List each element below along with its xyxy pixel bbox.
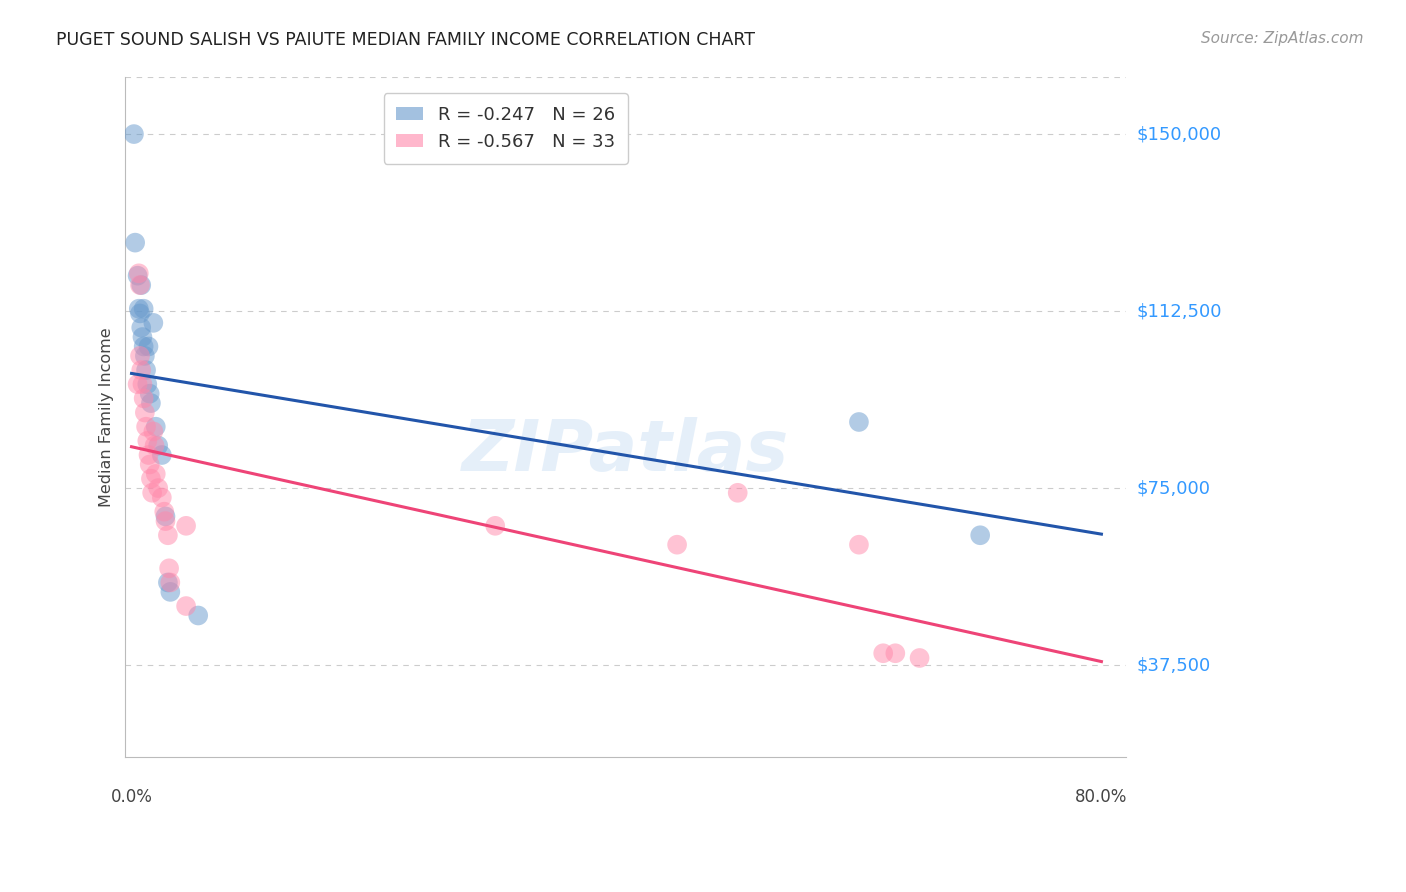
Point [141,485,163,500]
Text: 0.0%: 0.0% [111,788,152,805]
Point [129,278,152,293]
Point [174,518,197,533]
Point [484,518,506,533]
Point [132,392,155,406]
Point [155,509,177,524]
Point [142,316,165,330]
Point [129,363,152,377]
Point [129,320,152,334]
Point [155,514,177,528]
Point [145,467,167,481]
Point [156,528,179,542]
Point [134,405,156,419]
Point [872,646,894,660]
Point [159,585,181,599]
Text: PUGET SOUND SALISH VS PAIUTE MEDIAN FAMILY INCOME CORRELATION CHART: PUGET SOUND SALISH VS PAIUTE MEDIAN FAMI… [56,31,755,49]
Text: $150,000: $150,000 [1137,125,1222,143]
Point [148,439,170,453]
Point [129,278,152,293]
Point [908,651,931,665]
Point [138,458,160,472]
Text: $75,000: $75,000 [1137,479,1211,497]
Point [666,538,689,552]
Point [122,127,145,141]
Point [135,419,157,434]
Point [127,268,149,283]
Point [969,528,991,542]
Point [131,330,153,344]
Point [134,349,156,363]
Point [727,485,749,500]
Point [132,339,155,353]
Text: ZIPatlas: ZIPatlas [463,417,789,486]
Text: 80.0%: 80.0% [1076,788,1128,805]
Point [157,561,180,575]
Point [131,377,153,392]
Point [884,646,907,660]
Point [139,396,162,410]
Point [136,434,159,448]
Legend: R = -0.247   N = 26, R = -0.567   N = 33: R = -0.247 N = 26, R = -0.567 N = 33 [384,94,627,163]
Point [136,377,159,392]
Point [153,505,176,519]
Point [848,538,870,552]
Point [148,481,170,495]
Y-axis label: Median Family Income: Median Family Income [100,327,114,507]
Point [159,575,181,590]
Point [138,386,160,401]
Point [124,235,146,250]
Point [138,448,160,462]
Point [143,439,166,453]
Point [128,266,150,280]
Text: $37,500: $37,500 [1137,656,1211,674]
Point [138,339,160,353]
Point [174,599,197,613]
Point [150,448,173,462]
Point [145,419,167,434]
Point [128,301,150,316]
Point [187,608,209,623]
Point [127,377,149,392]
Text: Source: ZipAtlas.com: Source: ZipAtlas.com [1201,31,1364,46]
Point [132,301,155,316]
Point [848,415,870,429]
Point [156,575,179,590]
Point [129,349,152,363]
Text: $112,500: $112,500 [1137,302,1222,320]
Point [129,306,152,320]
Point [135,363,157,377]
Point [150,491,173,505]
Point [139,472,162,486]
Point [142,425,165,439]
